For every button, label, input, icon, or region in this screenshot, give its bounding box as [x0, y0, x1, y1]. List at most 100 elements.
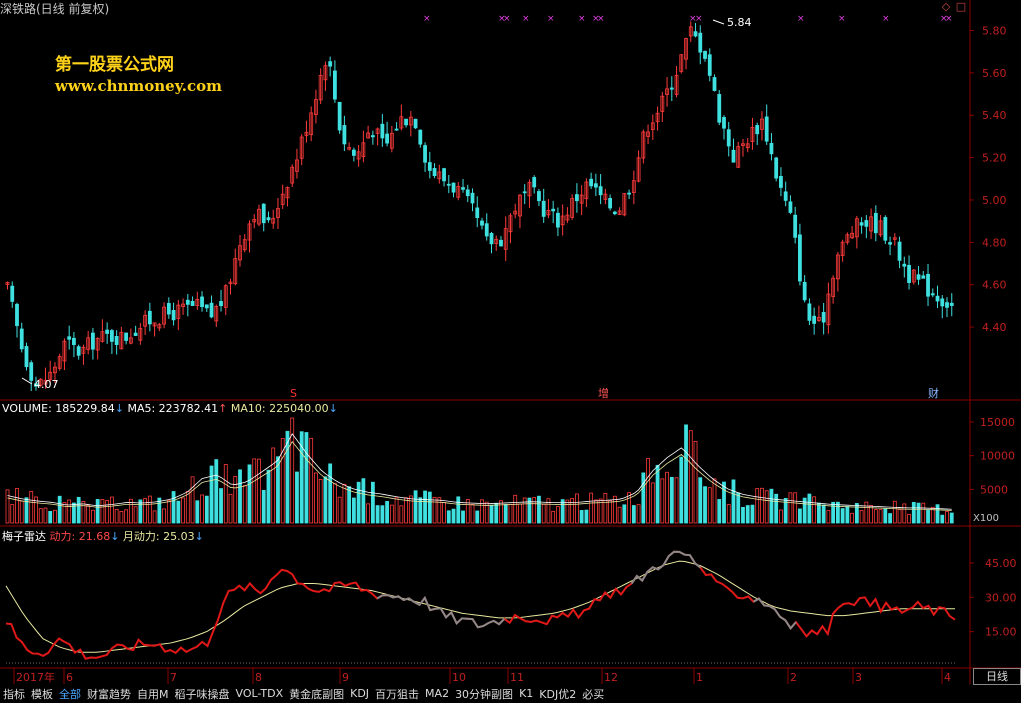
candle-body-9	[48, 371, 53, 380]
ma10-label: MA10: 225040.00	[230, 402, 329, 415]
day-line-button[interactable]: 日线	[973, 668, 1021, 685]
candle-body-78	[375, 128, 380, 134]
watermark-title: 第一股票公式网	[55, 55, 174, 75]
vol-bar-171	[816, 502, 821, 524]
close-icon[interactable]: □	[955, 0, 967, 13]
vol-bar-132	[631, 505, 636, 524]
restore-icon[interactable]: ◇	[941, 0, 951, 13]
candle-body-173	[826, 293, 831, 326]
toolbar-item-2[interactable]: 全部	[59, 687, 81, 701]
vol-bar-41	[200, 494, 204, 524]
vol-bar-186	[888, 513, 892, 524]
vol-bar-15	[76, 496, 81, 524]
toolbar-item-5[interactable]: 稻子味操盘	[174, 687, 230, 701]
candle-body-155	[741, 143, 745, 146]
toolbar-item-0[interactable]: 指标	[3, 687, 25, 701]
vol-bar-128	[612, 495, 617, 524]
yuedongli-label: 月动力: 25.03	[122, 530, 195, 543]
vol-bar-81	[389, 504, 394, 524]
top-marker-2: ×	[503, 14, 511, 24]
candle-body-21	[105, 329, 110, 334]
candle-body-113	[541, 200, 546, 217]
candle-body-162	[774, 157, 779, 179]
vol-bar-68	[328, 463, 333, 524]
vol-bar-18	[91, 509, 95, 524]
vol-bar-20	[100, 499, 105, 524]
vol-bar-142	[679, 456, 684, 524]
candle-body-53	[257, 208, 261, 225]
candle-body-83	[399, 116, 404, 129]
candle-body-117	[560, 215, 565, 226]
dongli-label: 动力: 21.68	[49, 530, 111, 543]
vol-bar-116	[556, 506, 560, 524]
toolbar-item-4[interactable]: 自用M	[137, 687, 169, 701]
candle-body-77	[370, 135, 375, 138]
vol-ma5-line	[7, 433, 952, 510]
candle-body-72	[347, 147, 352, 150]
candle-body-0	[5, 281, 10, 285]
candle-body-47	[228, 281, 233, 285]
candle-body-71	[342, 125, 347, 145]
vol-bar-48	[233, 476, 238, 524]
vol-bar-8	[43, 507, 48, 524]
ind-tick-1: 30.00	[985, 591, 1017, 604]
candle-body-79	[380, 123, 385, 139]
toolbar-item-10[interactable]: MA2	[425, 687, 450, 700]
vol-bar-24	[119, 510, 124, 524]
toolbar-item-3[interactable]: 财富趋势	[87, 687, 131, 701]
candle-body-56	[271, 217, 276, 224]
vol-bar-62	[299, 431, 304, 524]
indicator-name: 梅子雷达	[2, 530, 46, 543]
vol-bar-93	[446, 510, 451, 524]
top-marker-3: ×	[522, 14, 530, 24]
vol-bar-94	[451, 508, 456, 524]
candle-body-26	[128, 337, 133, 344]
candle-body-20	[100, 331, 105, 342]
candle-body-30	[147, 310, 152, 325]
candle-body-61	[295, 159, 299, 172]
candle-body-193	[921, 275, 926, 279]
vol-bar-184	[878, 509, 883, 524]
candle-body-49	[238, 245, 242, 261]
vol-bar-17	[86, 504, 91, 524]
toolbar-item-6[interactable]: VOL-TDX	[235, 687, 284, 700]
vol-bar-76	[366, 503, 371, 524]
x-tick-6: 11	[510, 671, 524, 684]
toolbar-item-7[interactable]: 黄金底副图	[289, 687, 345, 701]
candle-body-40	[195, 299, 200, 306]
vol-bar-85	[408, 495, 413, 524]
vol-bar-29	[143, 498, 148, 524]
candle-body-73	[351, 149, 356, 156]
toolbar-item-14[interactable]: 必买	[582, 687, 605, 701]
vol-bar-138	[660, 478, 665, 524]
vol-bar-83	[399, 505, 404, 524]
vol-bar-19	[95, 499, 100, 524]
candle-body-161	[769, 142, 774, 155]
candle-body-18	[91, 332, 95, 350]
vol-bar-136	[650, 482, 655, 524]
toolbar-item-1[interactable]: 模板	[31, 687, 53, 701]
candle-body-69	[333, 70, 337, 100]
vol-bar-43	[209, 465, 214, 524]
vol-bar-154	[736, 492, 741, 524]
candle-body-19	[95, 337, 100, 351]
vol-bar-111	[532, 497, 537, 524]
toolbar-item-9[interactable]: 百万狙击	[375, 687, 420, 701]
vol-bar-175	[835, 501, 840, 524]
candle-body-80	[385, 133, 390, 144]
vol-bar-55	[266, 469, 271, 524]
toolbar-item-11[interactable]: 30分钟副图	[455, 687, 514, 701]
vol-bar-191	[911, 501, 916, 524]
vol-bar-124	[593, 499, 598, 524]
toolbar-item-8[interactable]: KDJ	[350, 687, 370, 700]
vol-bar-39	[190, 476, 195, 524]
candle-body-130	[622, 193, 627, 216]
vol-bar-84	[404, 497, 408, 524]
candle-body-81	[389, 132, 394, 149]
vol-bar-49	[238, 469, 242, 524]
candle-body-172	[821, 312, 826, 323]
toolbar-item-12[interactable]: K1	[519, 687, 534, 700]
toolbar-item-13[interactable]: KDJ优2	[539, 687, 577, 701]
candle-body-95	[456, 186, 461, 198]
